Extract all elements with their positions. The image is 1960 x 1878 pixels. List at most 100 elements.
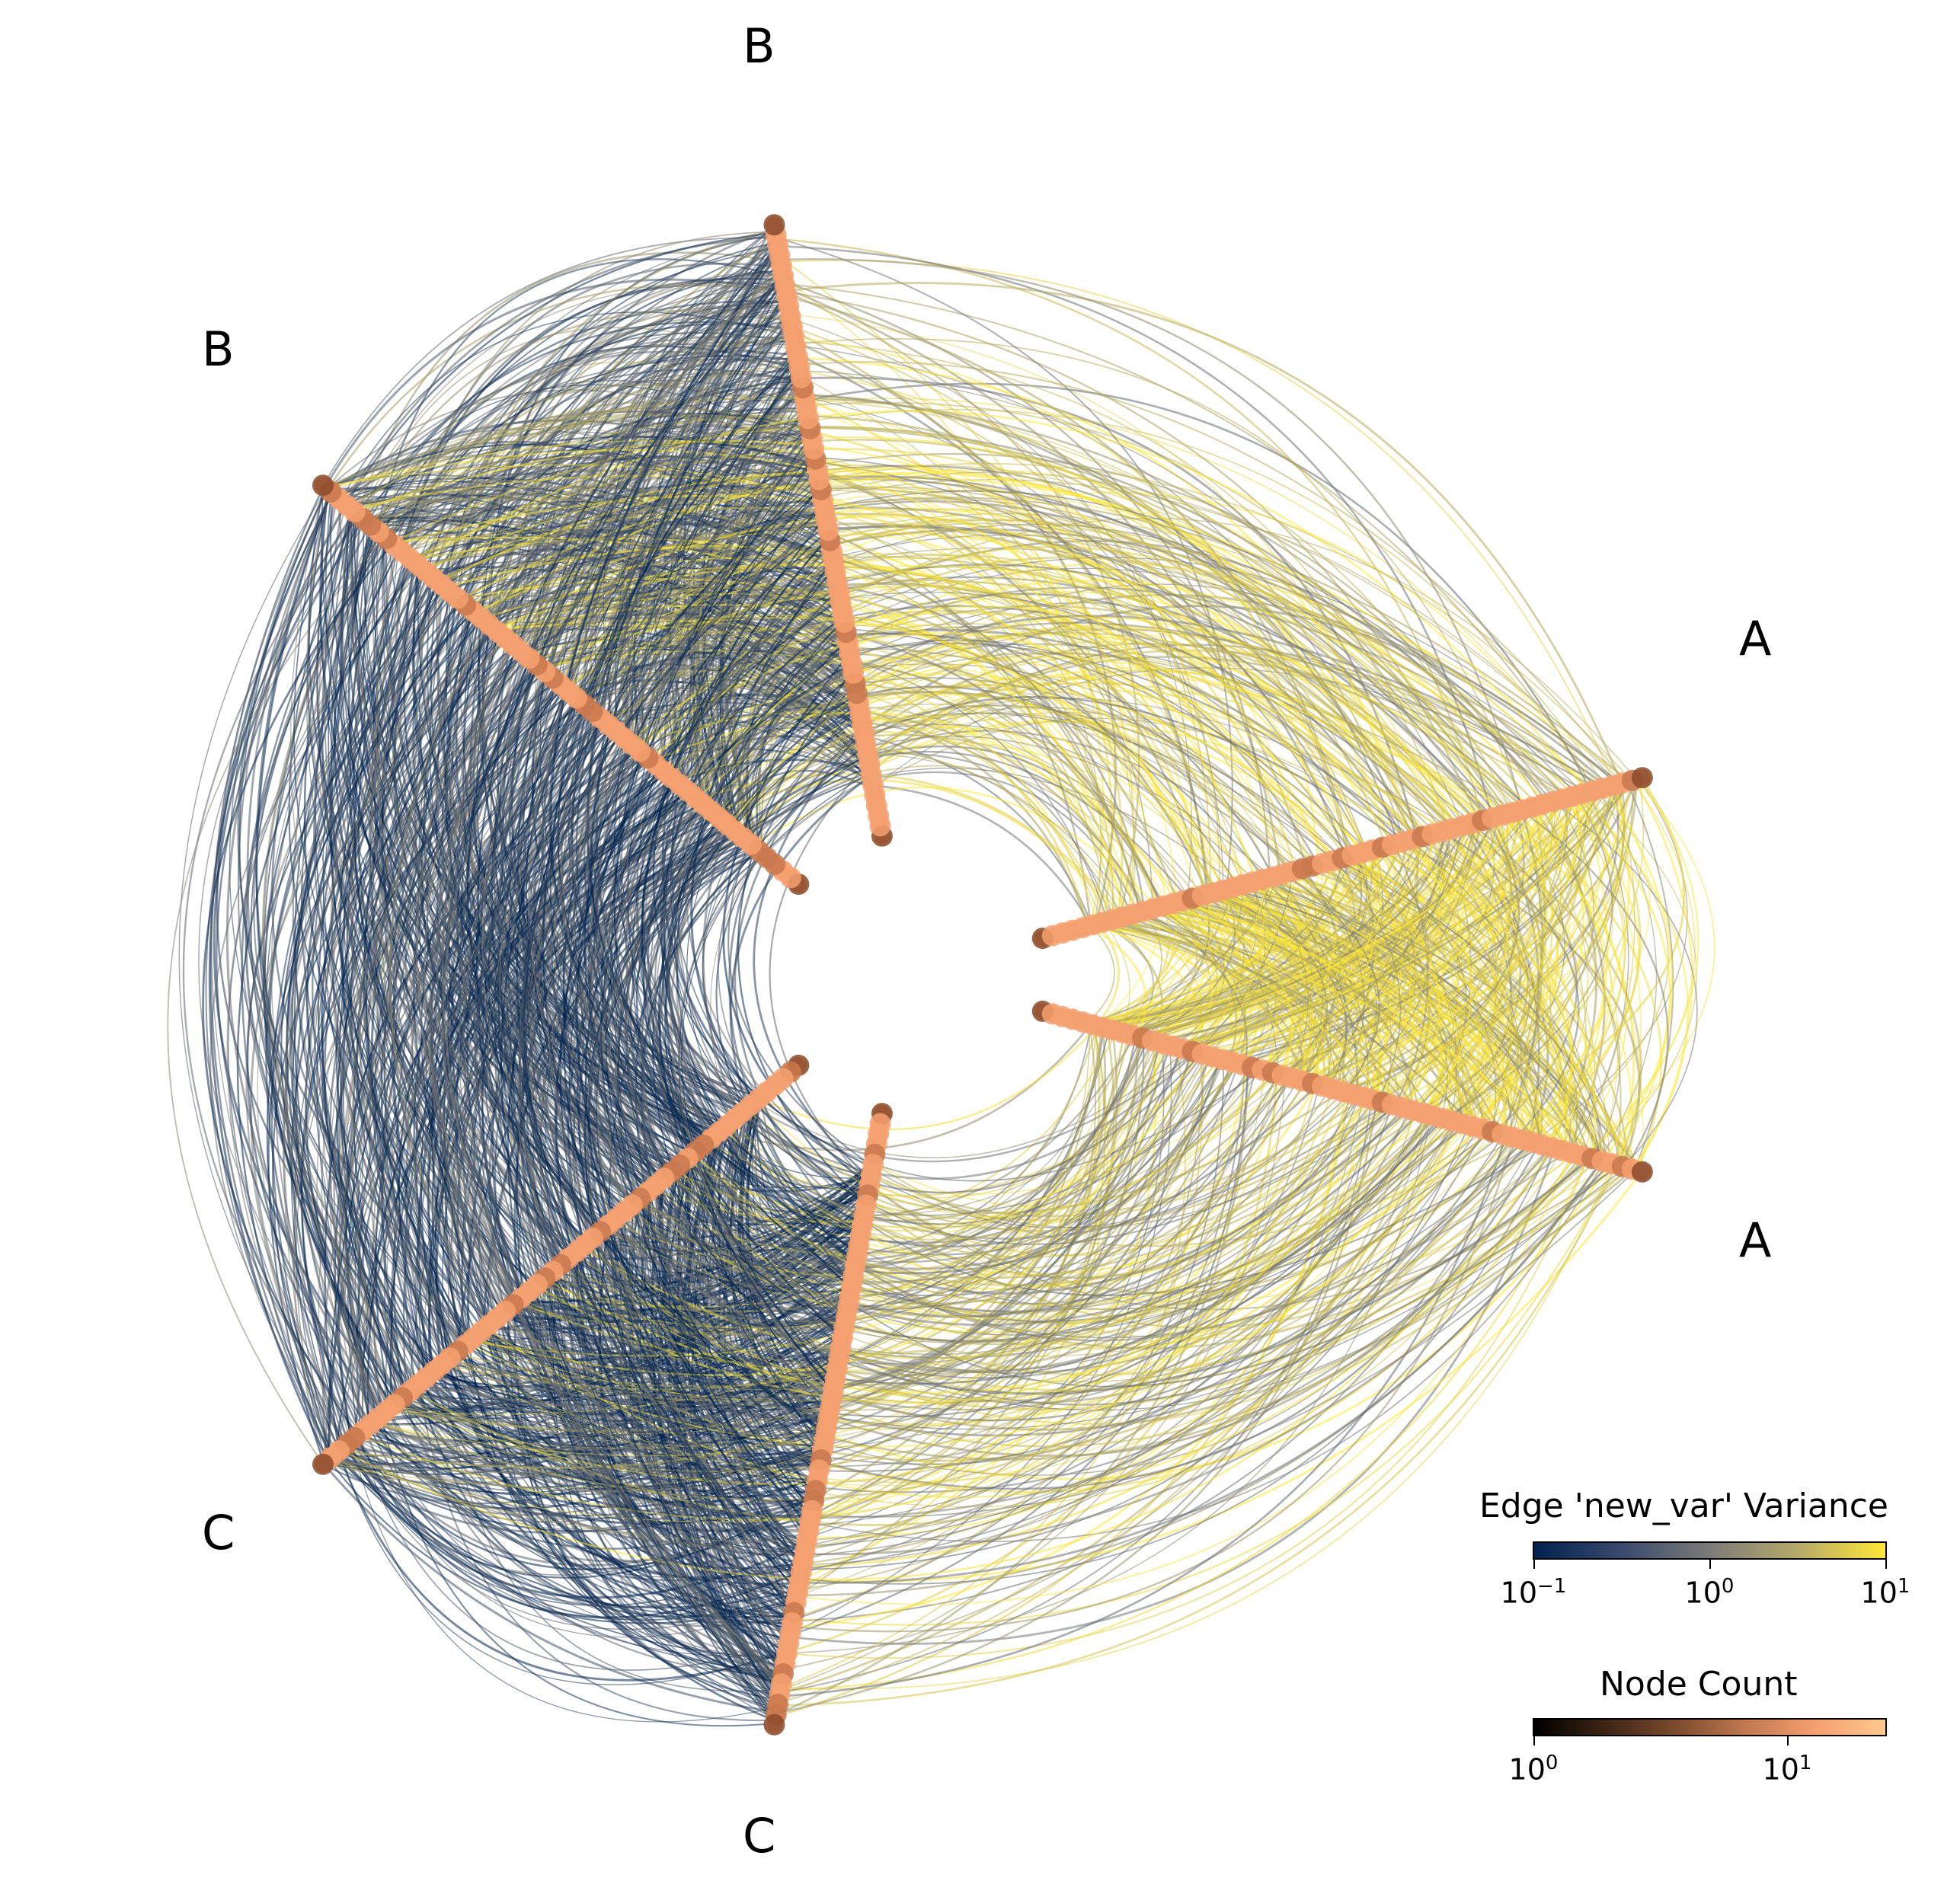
edge xyxy=(211,488,356,1439)
edge xyxy=(334,746,637,1441)
axis-label-b-left: B xyxy=(202,321,235,377)
edge xyxy=(1220,889,1313,1081)
edge xyxy=(518,519,827,1675)
edge xyxy=(515,555,1452,830)
edge xyxy=(499,651,679,1167)
edge xyxy=(476,1335,839,1414)
edge xyxy=(329,1050,1192,1493)
edge xyxy=(863,730,1182,902)
edge xyxy=(1194,870,1293,1053)
edge xyxy=(638,1084,1319,1275)
edge xyxy=(369,426,1553,803)
edge xyxy=(476,472,1501,816)
edge xyxy=(1410,822,1508,1111)
edge xyxy=(410,1137,1516,1526)
edge xyxy=(820,486,1387,847)
edge xyxy=(1280,849,1381,1076)
edge xyxy=(1231,778,1637,1063)
edge xyxy=(398,1169,1636,1518)
edge xyxy=(799,1160,1603,1584)
edge xyxy=(1133,913,1434,1116)
edge xyxy=(1126,829,1449,1035)
edge xyxy=(236,564,419,1458)
edge xyxy=(357,1091,1346,1521)
edge xyxy=(463,614,723,1130)
edge xyxy=(647,588,847,1318)
edge xyxy=(1090,879,1265,1025)
edge xyxy=(526,477,820,1521)
edge xyxy=(593,1130,1490,1402)
edge xyxy=(388,269,784,1678)
edge xyxy=(1392,844,1429,1107)
edge xyxy=(791,1137,1515,1633)
edge xyxy=(718,711,865,1215)
edge xyxy=(1455,803,1600,1123)
edge xyxy=(805,398,1601,790)
edge xyxy=(684,490,871,1180)
edge xyxy=(478,1333,778,1709)
edge xyxy=(620,1052,1200,1266)
edge xyxy=(1396,842,1574,1147)
edge xyxy=(1345,856,1441,1109)
node xyxy=(763,214,785,236)
edge xyxy=(729,774,872,1286)
edge xyxy=(576,317,858,1251)
edge-tick-mark xyxy=(1533,1560,1535,1569)
edge xyxy=(1579,794,1642,1167)
edge xyxy=(715,744,867,1265)
edge xyxy=(357,1059,1221,1475)
node xyxy=(1631,767,1653,789)
edge xyxy=(866,1163,1613,1303)
edge xyxy=(804,382,1592,792)
edge xyxy=(819,462,1632,781)
edge xyxy=(1364,797,1587,1098)
edge xyxy=(1418,783,1626,1113)
edge xyxy=(208,492,334,1461)
edge xyxy=(786,295,1351,857)
edge xyxy=(615,490,830,1410)
edge xyxy=(552,508,825,1601)
edge xyxy=(786,1157,1589,1659)
edge xyxy=(681,771,871,1419)
edge xyxy=(283,623,489,1458)
edge xyxy=(1380,847,1589,1158)
edge xyxy=(1520,784,1630,1141)
edge xyxy=(619,323,868,1202)
edge xyxy=(853,1120,1454,1324)
edge xyxy=(475,495,823,1705)
edge xyxy=(226,562,417,1452)
edge xyxy=(1265,878,1620,1166)
edge xyxy=(1093,821,1480,1026)
edge-colorbar-title: Edge 'new_var' Variance xyxy=(1479,1487,1889,1525)
edge xyxy=(446,1359,782,1685)
edge xyxy=(692,652,1517,813)
edge xyxy=(1292,870,1487,1130)
edge xyxy=(613,458,853,1282)
edge xyxy=(380,1415,775,1727)
edge xyxy=(1282,873,1380,1093)
edge xyxy=(568,292,837,1374)
edge xyxy=(649,620,845,1349)
edge xyxy=(792,1164,1616,1626)
edge xyxy=(344,1162,1611,1556)
edge xyxy=(1310,866,1578,1154)
edge xyxy=(570,1059,1223,1310)
edge xyxy=(1209,893,1492,1132)
edge xyxy=(1334,859,1402,1102)
edge xyxy=(393,1103,1387,1485)
edge xyxy=(1336,858,1602,1161)
edge xyxy=(404,816,719,1387)
edge xyxy=(337,685,563,1410)
edge xyxy=(1088,848,1380,1025)
edge xyxy=(326,439,1256,882)
edge xyxy=(357,455,1357,855)
edge xyxy=(1406,840,1472,1115)
edge xyxy=(1413,838,1530,1124)
edge xyxy=(293,490,564,1263)
edge xyxy=(589,1168,1635,1431)
edge xyxy=(1098,810,1523,1027)
edge xyxy=(1244,826,1463,1066)
edge xyxy=(339,1033,1125,1468)
edge xyxy=(726,705,1320,865)
